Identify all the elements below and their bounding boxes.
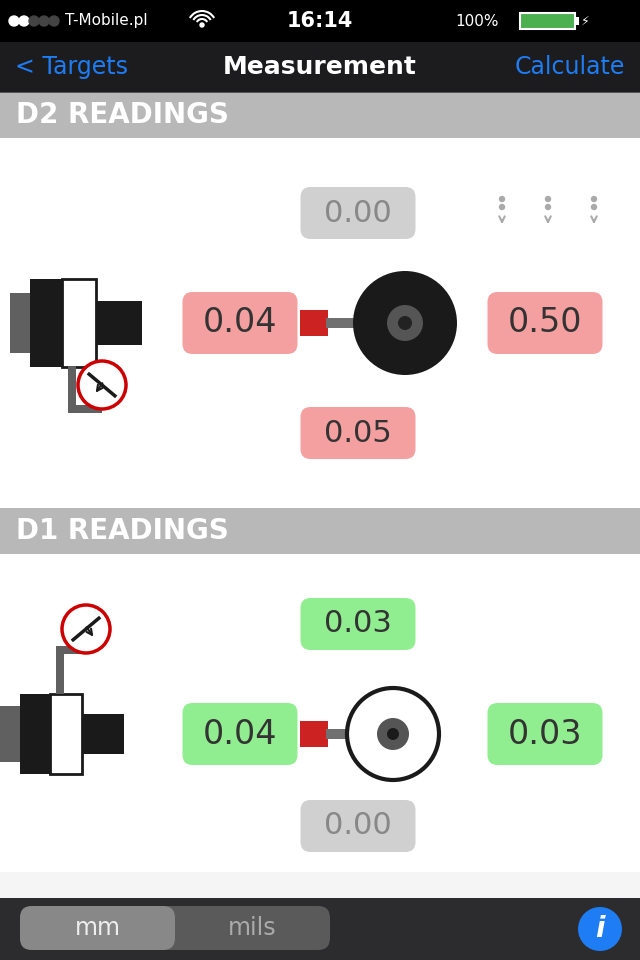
- Bar: [56, 646, 86, 654]
- Text: ⚡: ⚡: [580, 14, 589, 28]
- Circle shape: [78, 361, 126, 409]
- Bar: [10, 293, 30, 353]
- Bar: [0, 0, 640, 42]
- Circle shape: [545, 204, 550, 209]
- Text: 0.03: 0.03: [508, 717, 582, 751]
- Text: 0.04: 0.04: [203, 717, 277, 751]
- FancyBboxPatch shape: [488, 703, 602, 765]
- Text: i: i: [595, 915, 605, 943]
- Bar: [0, 706, 20, 762]
- Bar: [0, 898, 640, 960]
- Circle shape: [353, 271, 457, 375]
- Bar: [30, 279, 62, 367]
- Bar: [56, 649, 64, 694]
- Bar: [62, 279, 96, 367]
- Circle shape: [387, 728, 399, 740]
- Circle shape: [29, 16, 39, 26]
- Text: Calculate: Calculate: [515, 55, 625, 79]
- Text: 0.03: 0.03: [324, 610, 392, 638]
- Circle shape: [62, 605, 110, 653]
- Text: 100%: 100%: [455, 13, 499, 29]
- FancyBboxPatch shape: [301, 187, 415, 239]
- Bar: [82, 714, 124, 754]
- FancyBboxPatch shape: [301, 800, 415, 852]
- Circle shape: [377, 718, 409, 750]
- Text: D1 READINGS: D1 READINGS: [16, 517, 228, 545]
- Text: D2 READINGS: D2 READINGS: [16, 101, 229, 129]
- Text: < Targets: < Targets: [15, 55, 128, 79]
- Bar: [0, 508, 640, 554]
- Text: 0.50: 0.50: [508, 306, 582, 340]
- Circle shape: [9, 16, 19, 26]
- Bar: [0, 92, 640, 93]
- Circle shape: [39, 16, 49, 26]
- Bar: [0, 92, 640, 898]
- Bar: [326, 318, 378, 328]
- Circle shape: [49, 16, 59, 26]
- Text: 0.04: 0.04: [203, 306, 277, 340]
- Bar: [520, 13, 575, 29]
- Bar: [326, 729, 371, 739]
- Text: mm: mm: [74, 916, 120, 940]
- Bar: [68, 366, 76, 408]
- FancyBboxPatch shape: [301, 598, 415, 650]
- Circle shape: [591, 204, 596, 209]
- Bar: [300, 310, 328, 336]
- Bar: [0, 554, 640, 872]
- Text: 16:14: 16:14: [287, 11, 353, 31]
- Circle shape: [200, 23, 204, 27]
- Text: 0.05: 0.05: [324, 419, 392, 447]
- FancyBboxPatch shape: [182, 703, 298, 765]
- Text: Measurement: Measurement: [223, 55, 417, 79]
- Bar: [20, 694, 50, 774]
- Text: 0.00: 0.00: [324, 199, 392, 228]
- Bar: [0, 42, 640, 92]
- Circle shape: [578, 907, 622, 951]
- Text: mils: mils: [228, 916, 277, 940]
- Circle shape: [499, 204, 504, 209]
- Circle shape: [19, 16, 29, 26]
- Circle shape: [545, 197, 550, 202]
- Circle shape: [347, 688, 439, 780]
- Bar: [0, 138, 640, 508]
- Circle shape: [499, 197, 504, 202]
- Text: T-Mobile.pl: T-Mobile.pl: [65, 13, 148, 29]
- Bar: [96, 301, 142, 345]
- Bar: [68, 405, 102, 413]
- Circle shape: [398, 316, 412, 330]
- Bar: [300, 721, 328, 747]
- Circle shape: [591, 197, 596, 202]
- Text: 0.00: 0.00: [324, 811, 392, 841]
- FancyBboxPatch shape: [182, 292, 298, 354]
- Bar: [575, 17, 579, 25]
- FancyBboxPatch shape: [20, 906, 175, 950]
- Bar: [0, 92, 640, 138]
- FancyBboxPatch shape: [488, 292, 602, 354]
- FancyBboxPatch shape: [301, 407, 415, 459]
- Bar: [50, 694, 82, 774]
- FancyBboxPatch shape: [20, 906, 330, 950]
- Circle shape: [387, 305, 423, 341]
